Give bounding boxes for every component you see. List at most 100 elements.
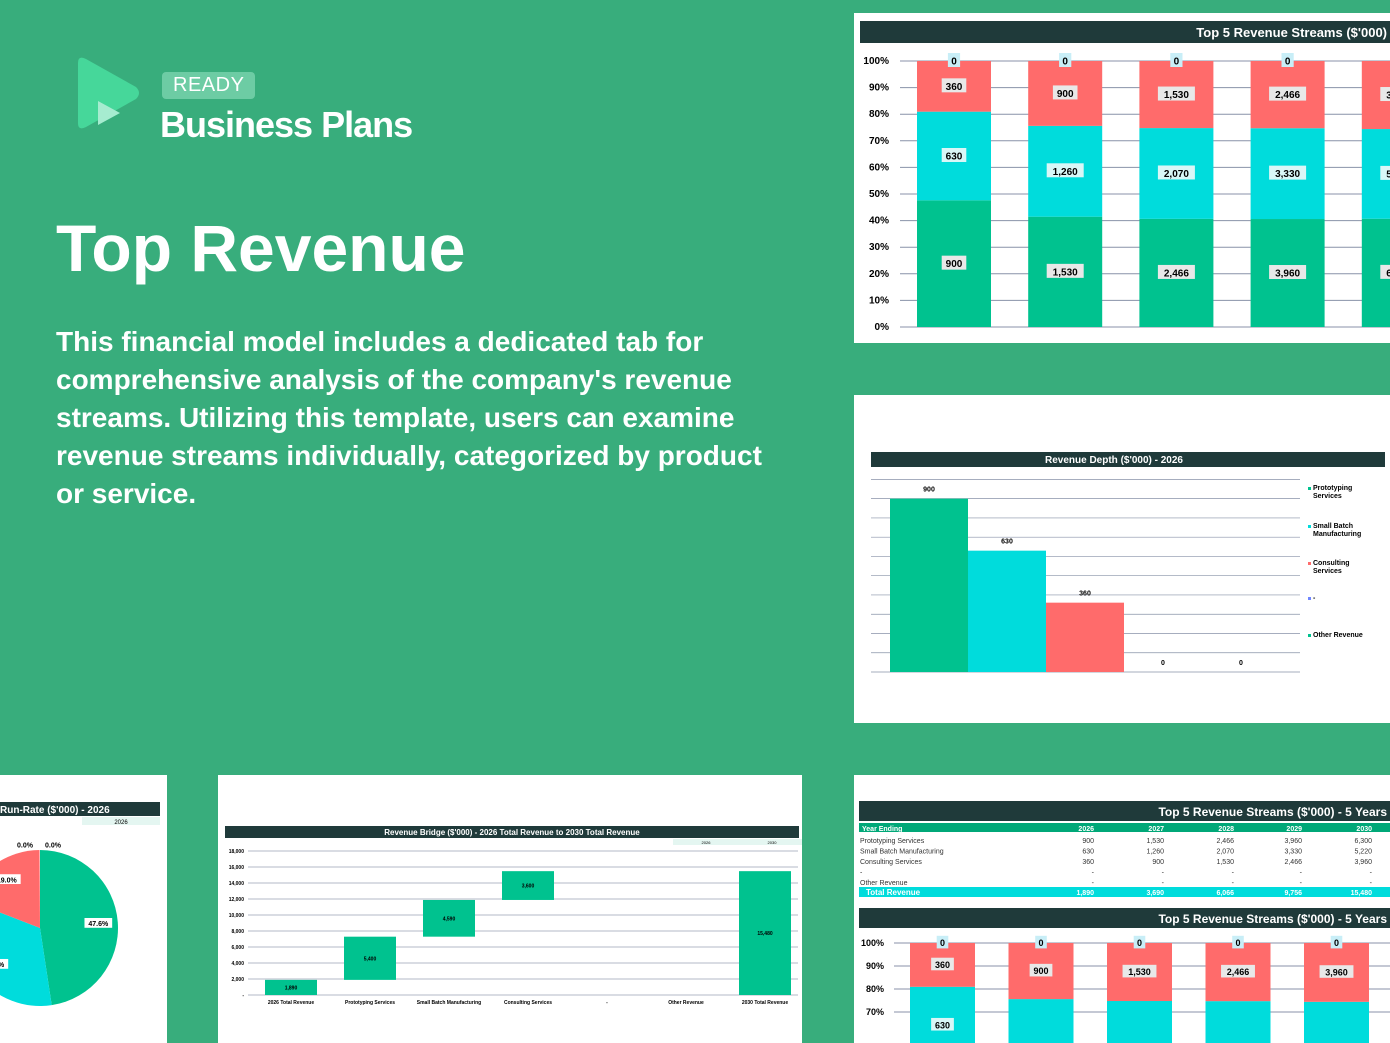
data-label: 900 — [946, 259, 963, 270]
y-tick-label: 12,000 — [229, 897, 245, 903]
y-tick-label: 80% — [869, 109, 889, 120]
y-tick-label: 60% — [869, 162, 889, 173]
table-cell: Prototyping Services — [860, 838, 925, 845]
data-label-box — [1269, 86, 1307, 101]
table-cell: Small Batch Manufacturing — [860, 849, 944, 856]
data-label-box — [1380, 87, 1390, 102]
year-label: 2026 — [702, 840, 712, 845]
revenue-depth-chart-panel: Revenue Depth ($'000) - 2026 900 630 360 0 0 P… — [854, 395, 1390, 723]
year-label: 2026 — [114, 820, 128, 826]
data-label-box — [1046, 163, 1084, 178]
data-label: 0 — [1174, 57, 1180, 68]
data-label: 630 — [935, 1020, 950, 1030]
table-cell: Other Revenue — [860, 880, 908, 887]
data-label-box — [0, 958, 9, 969]
bar-segment-2027 — [1008, 999, 1074, 1043]
brand-name: Business Plans — [160, 104, 413, 145]
legend-swatch — [1308, 562, 1311, 565]
table-cell: - — [1092, 880, 1095, 887]
bar-segment-2029 — [1205, 1001, 1271, 1043]
x-tick-label: Prototyping Services — [345, 1000, 395, 1006]
data-label-box — [936, 935, 949, 949]
y-tick-label: 100% — [863, 56, 889, 67]
data-label: 900 — [1033, 966, 1048, 976]
table-cell: - — [1162, 870, 1165, 877]
x-tick-label: Consulting Services — [504, 1000, 552, 1006]
data-label-box — [1133, 935, 1146, 949]
y-tick-label: 80% — [866, 984, 884, 994]
x-tick-label: Other Revenue — [668, 1000, 704, 1006]
y-tick-label: 16,000 — [229, 865, 245, 871]
description: This financial model includes a dedicate… — [56, 326, 762, 509]
data-label: 3,600 — [522, 884, 535, 890]
play-icon — [78, 57, 139, 129]
bridge-bar — [265, 979, 317, 995]
data-label: 5,400 — [364, 956, 377, 962]
x-tick-label: - — [606, 1000, 608, 1006]
data-label: 0 — [1137, 938, 1142, 948]
data-label: 0 — [1285, 57, 1291, 68]
data-label: 2,070 — [1164, 169, 1189, 180]
data-label: 0 — [1161, 660, 1165, 667]
pie-slice — [0, 850, 40, 928]
table-cell: 2,466 — [1284, 859, 1302, 866]
table-cell: 900 — [1152, 859, 1164, 866]
legend-swatch — [1308, 634, 1311, 637]
y-tick-label: 20% — [869, 269, 889, 280]
data-label: 1,530 — [1164, 90, 1189, 101]
run-rate-pie-panel: Run-Rate ($'000) - 2026 2026 47.6% 33.3% 19.… — [0, 775, 167, 1043]
data-label: 360 — [1079, 591, 1091, 598]
table-title-bar — [859, 801, 1390, 821]
legend-label: Services — [1313, 568, 1342, 575]
data-label: 0 — [1334, 938, 1339, 948]
data-label: 6,300 — [1386, 268, 1390, 279]
y-tick-label: 0% — [875, 322, 890, 333]
table-total-row — [859, 887, 1390, 897]
data-label: 2,466 — [1227, 967, 1250, 977]
table-cell: 3,960 — [1354, 859, 1372, 866]
data-label-box — [941, 78, 967, 93]
data-label: 3,960 — [1325, 968, 1348, 978]
table-cell: - — [1162, 880, 1165, 887]
table-cell: - — [1370, 880, 1373, 887]
data-label: 19.0% — [0, 877, 18, 884]
data-label-box — [1157, 86, 1195, 101]
data-label: 900 — [923, 487, 935, 494]
table-header-cell: 2029 — [1286, 826, 1302, 833]
data-label-box — [1269, 265, 1307, 280]
legend-swatch — [1308, 525, 1311, 528]
data-label: 0 — [1038, 938, 1043, 948]
data-label-box — [1232, 935, 1244, 949]
table-header-row — [859, 823, 1390, 832]
y-tick-label: 90% — [866, 961, 884, 971]
data-label-box — [1380, 165, 1390, 180]
chart-title: Top 5 Revenue Streams ($'000) - 5 Years — [1158, 912, 1387, 926]
pie-slice — [0, 912, 52, 1006]
table-cell: 6,300 — [1354, 838, 1372, 845]
data-label-box — [1157, 165, 1195, 180]
y-tick-label: 4,000 — [231, 961, 244, 967]
table-header-cell: Year Ending — [862, 826, 902, 833]
bar-Small Batch Manufacturing — [968, 550, 1046, 672]
y-tick-label: 30% — [869, 242, 889, 253]
data-label: 3,960 — [1386, 91, 1390, 102]
table-cell: 3,330 — [1284, 849, 1302, 856]
year-cell — [739, 839, 802, 845]
x-tick-label: 2026 Total Revenue — [268, 1000, 315, 1006]
chart-title: Run-Rate ($'000) - 2026 — [0, 805, 110, 816]
data-label-box — [13, 839, 37, 850]
bar-segment-2030 — [1304, 1001, 1369, 1043]
data-label-box — [931, 957, 954, 971]
table-total-cell: 3,690 — [1146, 890, 1164, 897]
table-total-cell: 6,066 — [1216, 890, 1234, 897]
data-label-box — [1157, 264, 1195, 279]
bridge-bar — [344, 936, 396, 980]
bar-segment-2028 — [1107, 1001, 1172, 1043]
y-tick-label: - — [242, 993, 244, 999]
data-label: 0 — [940, 938, 945, 948]
bar-Prototyping Services — [890, 498, 968, 672]
bar-Consulting Services — [1046, 602, 1124, 672]
data-label: 0 — [1235, 938, 1240, 948]
data-label-box — [1059, 53, 1072, 67]
table-cell: 360 — [1082, 859, 1094, 866]
